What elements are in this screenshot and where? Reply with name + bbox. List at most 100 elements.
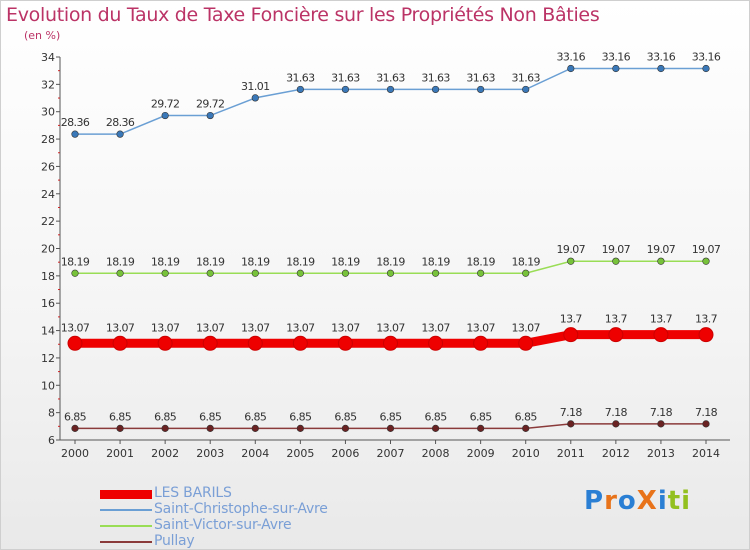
data-label-saint-christophe-sur-avre: 31.63 — [376, 71, 405, 84]
data-point-pullay — [567, 420, 575, 428]
data-label-saint-victor-sur-avre: 18.19 — [466, 255, 495, 268]
y-tick-label: 30 — [41, 106, 55, 119]
x-tick-label: 2012 — [602, 447, 630, 460]
data-point-saint-christophe-sur-avre — [386, 85, 395, 94]
data-label-saint-christophe-sur-avre: 28.36 — [61, 116, 90, 129]
data-label-les-barils: 13.07 — [466, 321, 495, 334]
data-label-saint-victor-sur-avre: 19.07 — [692, 243, 721, 256]
y-tick-label: 24 — [41, 188, 55, 201]
x-tick-label: 2000 — [61, 447, 89, 460]
data-label-les-barils: 13.07 — [196, 321, 225, 334]
legend-label: Pullay — [154, 533, 195, 549]
data-label-les-barils: 13.07 — [376, 321, 405, 334]
data-label-pullay: 6.85 — [109, 410, 132, 423]
data-label-saint-christophe-sur-avre: 33.16 — [692, 50, 721, 63]
data-label-pullay: 7.18 — [560, 406, 583, 419]
legend-swatch — [100, 509, 152, 511]
data-point-saint-christophe-sur-avre — [477, 85, 485, 94]
data-point-saint-christophe-sur-avre — [161, 111, 169, 120]
data-label-pullay: 6.85 — [379, 410, 402, 423]
y-tick-label: 8 — [48, 407, 55, 420]
data-point-saint-christophe-sur-avre — [251, 94, 259, 102]
x-tick-label: 2014 — [692, 447, 720, 460]
data-point-saint-victor-sur-avre — [386, 269, 395, 277]
data-label-saint-christophe-sur-avre: 29.72 — [196, 98, 225, 111]
x-tick-label: 2004 — [241, 447, 269, 460]
data-point-saint-victor-sur-avre — [296, 269, 304, 277]
data-label-pullay: 7.18 — [695, 406, 718, 419]
data-point-saint-victor-sur-avre — [431, 269, 440, 277]
data-label-les-barils: 13.7 — [695, 313, 718, 326]
data-label-les-barils: 13.07 — [511, 321, 540, 334]
data-point-saint-christophe-sur-avre — [341, 85, 350, 94]
data-label-saint-victor-sur-avre: 18.19 — [511, 255, 540, 268]
data-point-pullay — [71, 424, 79, 432]
data-label-saint-victor-sur-avre: 18.19 — [376, 255, 405, 268]
data-point-saint-victor-sur-avre — [161, 269, 169, 277]
data-point-saint-christophe-sur-avre — [702, 64, 710, 73]
data-point-pullay — [657, 420, 665, 428]
data-point-saint-christophe-sur-avre — [431, 85, 440, 94]
data-point-les-barils — [563, 327, 579, 343]
logo-letter: o — [617, 486, 637, 516]
data-point-pullay — [341, 424, 350, 432]
legend-swatch — [100, 525, 152, 527]
x-tick-label: 2011 — [557, 447, 585, 460]
x-tick-label: 2003 — [196, 447, 224, 460]
data-point-les-barils — [112, 335, 128, 351]
data-point-saint-victor-sur-avre — [567, 257, 575, 265]
data-label-les-barils: 13.07 — [421, 321, 450, 334]
data-label-les-barils: 13.07 — [151, 321, 180, 334]
data-label-pullay: 6.85 — [289, 410, 312, 423]
data-point-les-barils — [157, 335, 173, 351]
data-point-pullay — [612, 420, 620, 428]
y-tick-label: 32 — [41, 78, 55, 91]
x-tick-label: 2009 — [467, 447, 495, 460]
data-point-pullay — [386, 424, 395, 432]
data-label-saint-victor-sur-avre: 18.19 — [196, 255, 225, 268]
data-point-les-barils — [67, 335, 83, 351]
data-point-saint-victor-sur-avre — [522, 269, 530, 277]
data-point-les-barils — [698, 327, 714, 343]
data-label-saint-christophe-sur-avre: 33.16 — [602, 50, 631, 63]
data-point-saint-christophe-sur-avre — [522, 85, 530, 94]
data-point-les-barils — [337, 335, 353, 351]
data-label-les-barils: 13.07 — [331, 321, 360, 334]
data-point-saint-victor-sur-avre — [251, 269, 259, 277]
y-tick-label: 26 — [41, 160, 55, 173]
x-tick-label: 2013 — [647, 447, 675, 460]
data-point-saint-christophe-sur-avre — [612, 64, 620, 73]
data-label-saint-christophe-sur-avre: 31.63 — [511, 71, 540, 84]
legend-label: Saint-Victor-sur-Avre — [154, 517, 292, 533]
data-point-les-barils — [608, 327, 624, 343]
data-point-saint-christophe-sur-avre — [657, 64, 665, 73]
data-label-saint-victor-sur-avre: 18.19 — [241, 255, 270, 268]
data-label-saint-victor-sur-avre: 18.19 — [106, 255, 135, 268]
x-tick-label: 2007 — [377, 447, 405, 460]
data-label-pullay: 6.85 — [470, 410, 493, 423]
data-label-saint-christophe-sur-avre: 31.63 — [286, 71, 315, 84]
data-point-les-barils — [292, 335, 308, 351]
data-point-les-barils — [247, 335, 263, 351]
logo-letter: i — [657, 486, 668, 516]
data-point-pullay — [206, 424, 214, 432]
y-tick-label: 34 — [41, 51, 55, 64]
logo-letter: i — [681, 486, 692, 516]
data-point-pullay — [251, 424, 259, 432]
data-point-pullay — [522, 424, 530, 432]
data-label-saint-victor-sur-avre: 18.19 — [286, 255, 315, 268]
data-label-les-barils: 13.7 — [560, 313, 583, 326]
data-point-pullay — [116, 424, 124, 432]
data-point-saint-christophe-sur-avre — [71, 130, 79, 138]
y-tick-label: 20 — [41, 243, 55, 256]
data-point-saint-victor-sur-avre — [71, 269, 79, 277]
data-label-saint-victor-sur-avre: 18.19 — [61, 255, 90, 268]
data-label-saint-christophe-sur-avre: 31.01 — [241, 80, 270, 93]
data-point-pullay — [296, 424, 304, 432]
data-point-pullay — [161, 424, 169, 432]
data-label-saint-victor-sur-avre: 18.19 — [151, 255, 180, 268]
legend-label: LES BARILS — [154, 485, 232, 501]
y-tick-label: 28 — [41, 133, 55, 146]
logo-letter: t — [667, 486, 682, 516]
